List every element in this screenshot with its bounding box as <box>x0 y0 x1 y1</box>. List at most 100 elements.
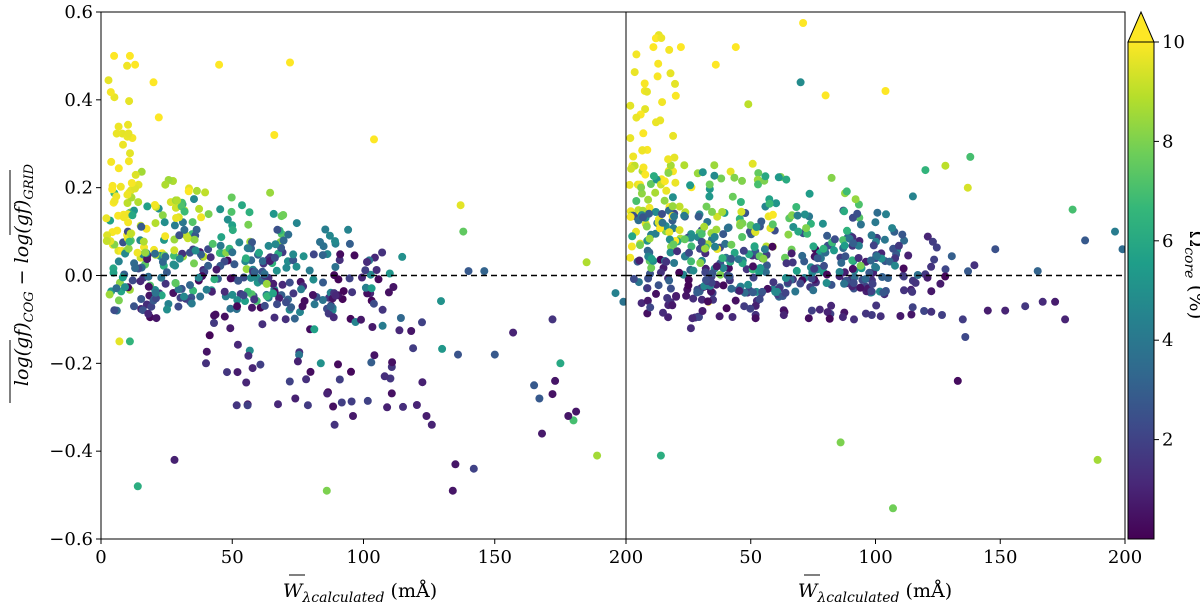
data-point <box>693 288 702 297</box>
data-point <box>282 298 290 307</box>
data-point <box>684 275 693 284</box>
data-point <box>248 303 256 312</box>
data-point <box>735 286 744 295</box>
data-point <box>290 314 299 323</box>
data-point <box>684 281 693 290</box>
data-point <box>273 225 282 234</box>
data-point <box>639 163 648 172</box>
data-point <box>398 252 407 261</box>
data-point <box>762 261 771 270</box>
data-point <box>272 266 281 275</box>
data-point <box>695 313 703 321</box>
data-point <box>102 214 111 223</box>
data-point <box>174 285 183 294</box>
data-point <box>632 50 641 59</box>
data-point <box>774 173 783 182</box>
data-point <box>861 309 870 318</box>
data-point <box>676 43 685 52</box>
data-point <box>119 140 127 149</box>
data-point <box>710 171 719 180</box>
data-point <box>719 230 728 239</box>
data-point <box>781 288 790 297</box>
data-point <box>144 309 153 318</box>
data-point <box>144 272 153 281</box>
x-tick-label: 150 <box>478 547 512 568</box>
data-point <box>110 306 119 315</box>
data-point <box>270 313 279 322</box>
data-point <box>840 279 849 288</box>
data-point <box>223 368 231 377</box>
data-point <box>569 416 578 425</box>
data-point <box>669 131 678 140</box>
data-point <box>330 420 339 429</box>
data-point <box>757 217 766 226</box>
data-point <box>849 239 858 248</box>
data-point <box>835 268 844 276</box>
data-point <box>719 264 728 273</box>
data-point <box>728 313 737 321</box>
data-point <box>299 252 308 261</box>
data-point <box>682 291 691 300</box>
data-point <box>689 294 698 303</box>
data-point <box>509 328 518 337</box>
data-point <box>143 202 152 211</box>
data-point <box>802 224 811 233</box>
data-point <box>636 241 644 250</box>
data-point <box>269 209 278 218</box>
data-point <box>109 268 118 277</box>
data-point <box>701 244 709 253</box>
data-point <box>357 315 365 324</box>
data-point <box>115 337 124 346</box>
data-point <box>756 264 765 272</box>
data-point <box>716 270 725 279</box>
data-point <box>771 287 780 296</box>
data-point <box>920 307 929 315</box>
data-point <box>131 170 140 179</box>
data-point <box>244 244 253 253</box>
data-point <box>285 377 294 386</box>
data-point <box>302 375 311 384</box>
data-point <box>319 242 328 251</box>
data-point <box>687 242 696 251</box>
data-point <box>730 248 739 257</box>
data-point <box>239 291 248 300</box>
data-point <box>734 255 743 264</box>
data-point <box>154 113 163 122</box>
data-point <box>395 326 404 335</box>
data-point <box>710 161 719 170</box>
data-point <box>899 272 908 281</box>
data-point <box>228 248 237 257</box>
data-point <box>730 173 739 182</box>
data-point <box>673 247 682 256</box>
data-point <box>694 212 703 221</box>
data-point <box>637 299 646 308</box>
data-point <box>698 307 707 315</box>
data-point <box>339 287 348 296</box>
data-point <box>731 296 740 305</box>
data-point <box>197 213 206 222</box>
data-point <box>161 180 170 189</box>
data-point <box>409 344 418 353</box>
data-point <box>105 290 114 299</box>
data-point <box>378 305 387 314</box>
data-point <box>1021 302 1030 311</box>
data-point <box>133 482 142 491</box>
data-point <box>242 265 251 274</box>
data-point <box>535 394 544 403</box>
data-point <box>626 253 635 262</box>
data-point <box>680 211 689 220</box>
data-point <box>813 254 822 263</box>
data-point <box>131 264 140 273</box>
data-point <box>868 279 877 288</box>
data-point <box>991 245 1000 254</box>
colorbar-tick-label: 10 <box>1162 32 1185 53</box>
data-point <box>137 295 146 303</box>
data-point <box>310 325 319 334</box>
data-point <box>658 210 666 218</box>
colorbar-ticks: 2 4 6 8 10 <box>1154 32 1185 451</box>
data-point <box>232 401 241 410</box>
data-point <box>372 266 381 274</box>
data-point <box>629 275 638 283</box>
data-point <box>888 224 897 233</box>
